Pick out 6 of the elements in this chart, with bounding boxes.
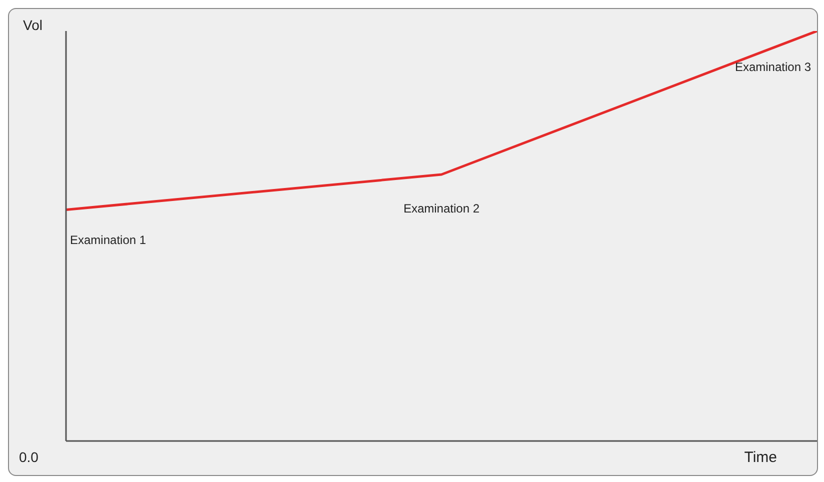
x-tick-label: Examination 1: [70, 232, 146, 247]
y-axis-title: Vol: [23, 17, 42, 33]
x-axis-title: Time: [744, 449, 777, 466]
x-tick-label: Examination 3: [734, 60, 812, 74]
text: 0.0: [19, 449, 38, 465]
x-tick-label: Examination 2: [403, 202, 480, 216]
